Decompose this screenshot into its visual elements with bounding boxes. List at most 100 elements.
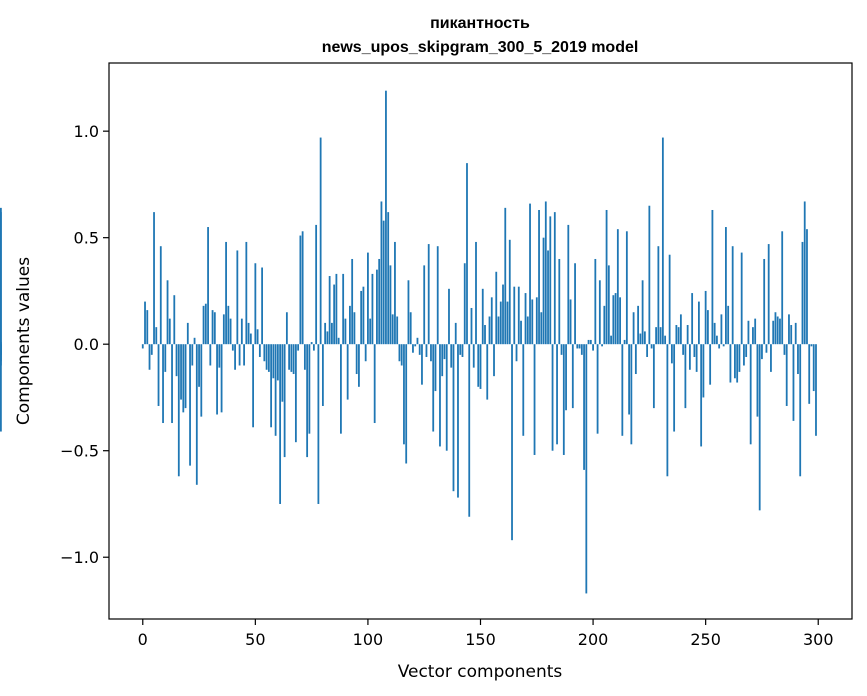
bar-249	[702, 344, 705, 398]
bar-167	[517, 286, 520, 345]
bar-254	[713, 322, 716, 345]
bar-62	[281, 344, 284, 402]
bar-268	[745, 344, 748, 357]
bar-87	[337, 337, 340, 345]
bar-221	[639, 333, 642, 345]
bar-93	[351, 258, 354, 345]
bar-158	[497, 316, 500, 345]
bar-272	[754, 318, 757, 345]
bar-227	[652, 344, 655, 409]
bar-214	[623, 339, 626, 345]
bar-295	[806, 229, 808, 345]
bar-139	[454, 322, 457, 345]
bar-224	[646, 344, 649, 357]
x-tick-label-150: 150	[465, 630, 496, 649]
bar-140	[457, 344, 459, 498]
x-tick-label-100: 100	[353, 630, 384, 649]
bar-297	[810, 344, 813, 347]
bar-166	[515, 344, 518, 362]
bar-269	[747, 320, 750, 345]
bar-63	[283, 344, 286, 458]
bar-136	[448, 288, 450, 345]
bar-100	[367, 252, 369, 345]
bar-26	[200, 344, 203, 417]
bar-54	[263, 344, 266, 362]
bar-290	[794, 322, 797, 345]
y-axis-ticks: −1.0 −0.5 0.0 0.5 1.0	[60, 122, 109, 567]
bar-3	[148, 344, 151, 370]
bar-39	[229, 318, 232, 345]
bar-176	[538, 209, 540, 345]
bar-180	[547, 250, 549, 345]
bar-56	[267, 344, 270, 372]
bar-49	[252, 344, 254, 428]
bar-129	[432, 344, 435, 432]
bar-1	[144, 301, 146, 345]
bar-135	[445, 344, 448, 451]
bar-189	[567, 224, 570, 345]
bar-130	[434, 344, 437, 392]
y-tick-label-1: −0.5	[60, 442, 99, 461]
bar-202	[596, 344, 599, 434]
bar-234	[668, 254, 671, 345]
plot-frame	[108, 62, 853, 620]
bar-134	[443, 344, 446, 360]
bar-187	[562, 344, 565, 455]
bar-237	[675, 325, 678, 345]
bar-285	[783, 344, 786, 355]
bar-71	[301, 231, 304, 345]
bar-241	[684, 344, 687, 409]
bar-108	[385, 90, 387, 345]
bar-147	[472, 344, 475, 368]
bar-292	[799, 344, 802, 477]
bar-157	[495, 271, 498, 345]
y-axis-label: Components values	[14, 257, 34, 425]
bar-22	[191, 344, 194, 366]
bar-244	[691, 293, 694, 345]
bar-95	[355, 344, 358, 375]
bar-198	[587, 339, 590, 345]
bar-150	[479, 344, 482, 389]
bar-242	[686, 325, 689, 345]
bar-19	[184, 344, 187, 409]
bar-28	[204, 303, 207, 345]
bar-182	[551, 344, 554, 451]
bar-260	[727, 305, 730, 345]
bar-122	[416, 337, 419, 345]
bar-165	[513, 286, 516, 345]
bar-64	[285, 312, 288, 345]
bar-88	[340, 344, 342, 434]
x-axis-label: Vector components	[398, 662, 563, 682]
bar-261	[729, 344, 732, 383]
bar-264	[736, 344, 739, 383]
bar-168	[520, 320, 522, 345]
bar-27	[202, 305, 205, 345]
bar-15	[175, 344, 178, 377]
bar-106	[380, 201, 383, 345]
bar-265	[738, 344, 741, 372]
bar-132	[439, 344, 441, 447]
bar-245	[693, 344, 696, 357]
bar-178	[542, 237, 545, 345]
bar-58	[272, 344, 275, 379]
bar-203	[598, 280, 601, 345]
bar-267	[743, 344, 745, 366]
bar-175	[535, 297, 538, 345]
bar-90	[344, 318, 347, 345]
bar-94	[353, 312, 356, 345]
bar-75	[310, 342, 313, 345]
bar-137	[450, 344, 453, 368]
bar-61	[279, 344, 282, 504]
bar-184	[556, 344, 558, 445]
bar-206	[605, 209, 608, 345]
bar-155	[490, 297, 493, 345]
y-tick-label-4: 1.0	[74, 122, 99, 141]
bar-31	[211, 310, 214, 345]
bar-5	[153, 212, 155, 345]
bar-174	[533, 344, 536, 455]
bar-86	[335, 273, 338, 345]
bar-126	[425, 344, 428, 357]
bar-119	[409, 312, 412, 345]
bar-225	[648, 205, 651, 345]
